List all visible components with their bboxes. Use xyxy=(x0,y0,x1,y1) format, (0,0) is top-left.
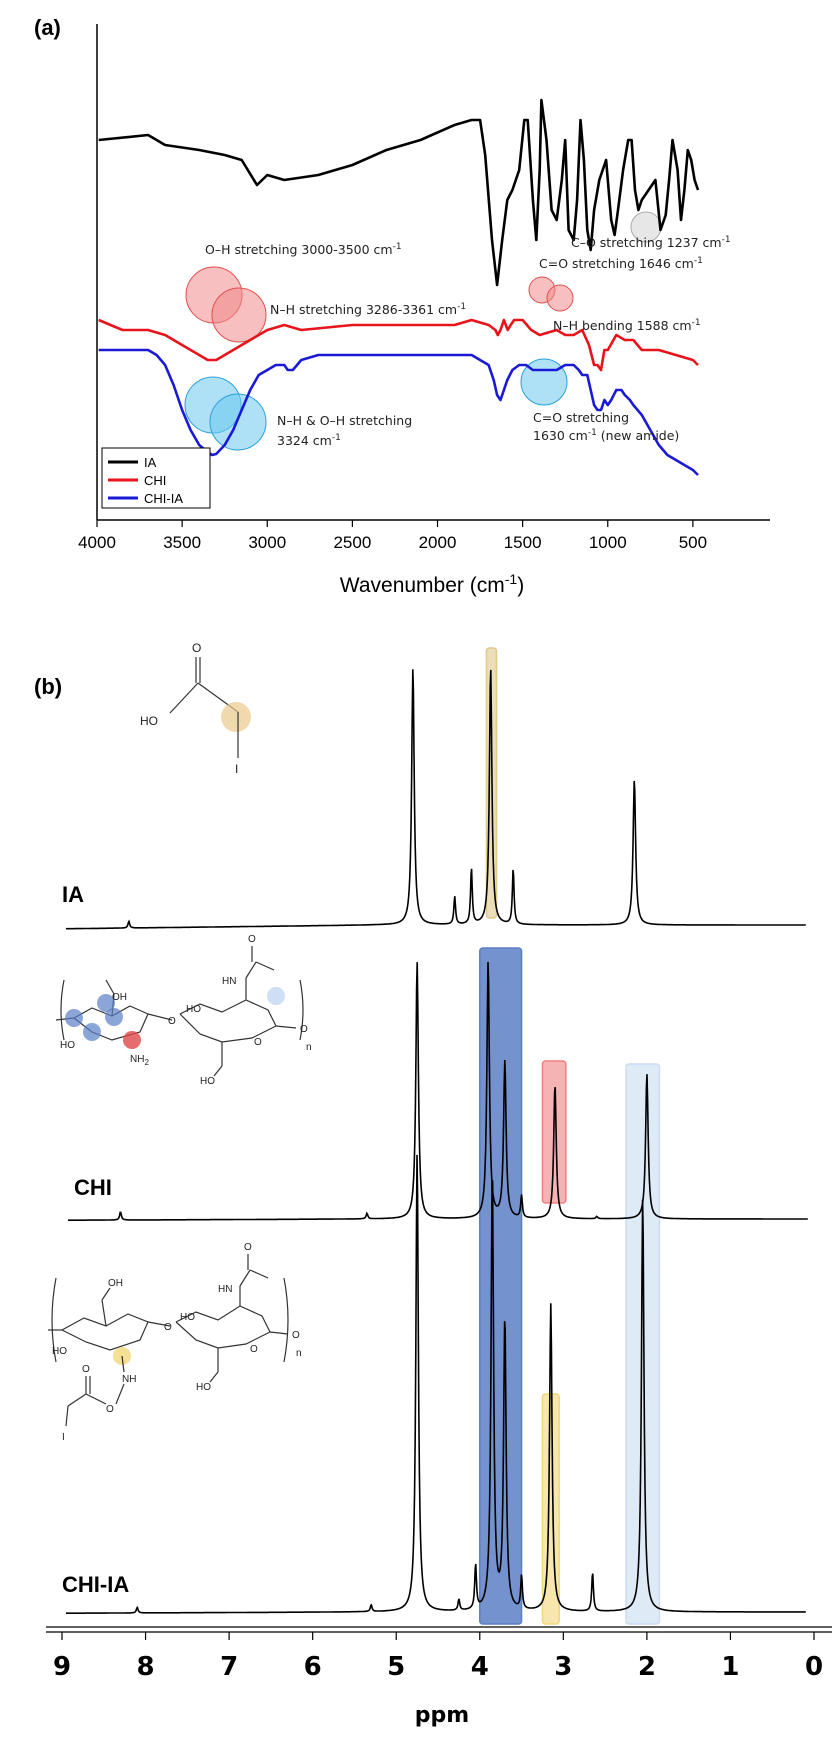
ftir-series-chi xyxy=(98,318,699,372)
nmr-label-chi-ia: CHI-IA xyxy=(62,1572,129,1597)
chiia-hn-label: HN xyxy=(218,1284,232,1295)
annotation-nh-bend: N–H bending 1588 cm-1 xyxy=(553,318,701,333)
chi-nh2-label: NH2 xyxy=(130,1054,149,1067)
chiia-n-label: n xyxy=(296,1348,302,1359)
chi-ia-structure: HO OH NH O O I O HO HN O HO O O n xyxy=(48,1242,302,1443)
chiia-o-link-label: O xyxy=(106,1404,114,1415)
nmr-tick-label: 8 xyxy=(137,1652,155,1682)
legend-label-ia: IA xyxy=(144,455,157,470)
ftir-annotations: O–H stretching 3000-3500 cm-1 N–H stretc… xyxy=(205,235,731,448)
ftir-panel: (a) 4000 3500 3000 2500 2000 1500 1000 500 Wave… xyxy=(34,15,770,597)
ftir-tick-label: 2500 xyxy=(333,533,371,552)
chi-ring-o-label: O xyxy=(254,1037,262,1048)
nmr-label-chi: CHI xyxy=(74,1175,112,1200)
chi-structure: OH HO NH2 O HO HN O HO O O n xyxy=(55,934,312,1087)
chi-ho2-label: HO xyxy=(186,1004,201,1015)
ftir-highlight-circles xyxy=(184,211,662,451)
chiia-acetyl-o-label: O xyxy=(244,1242,252,1253)
nmr-x-ticks: 9 8 7 6 5 4 3 2 1 0 xyxy=(53,1632,823,1682)
ftir-tick-label: 3500 xyxy=(163,533,201,552)
chiia-nh-label: NH xyxy=(122,1374,136,1385)
ia-ho-label: HO xyxy=(140,714,158,728)
nh-bend-circle xyxy=(546,284,574,312)
panel-b-label: (b) xyxy=(34,674,62,699)
chi-ho-label: HO xyxy=(60,1040,75,1051)
nmr-highlight-band xyxy=(625,1063,661,1625)
nmr-label-ia: IA xyxy=(62,882,84,907)
chi-hn-label: HN xyxy=(222,976,236,987)
ia-ch2-highlight xyxy=(221,702,251,732)
chi-end-o-label: O xyxy=(300,1024,308,1035)
annotation-nh-stretch: N–H stretching 3286-3361 cm-1 xyxy=(270,302,466,317)
ia-i-label: I xyxy=(235,762,238,776)
chiia-i-label: I xyxy=(62,1432,65,1443)
nmr-tick-label: 3 xyxy=(554,1652,572,1682)
annotation-c-eq-o-stretch: C=O stretching 1646 cm-1 xyxy=(539,256,703,271)
ftir-tick-label: 500 xyxy=(679,533,707,552)
legend-label-chi: CHI xyxy=(144,473,166,488)
chiia-carbonyl-o-label: O xyxy=(82,1364,90,1375)
annotation-nh-oh-stretch: N–H & O–H stretching xyxy=(277,413,412,428)
annotation-amide-wavenumber: 1630 cm-1 (new amide) xyxy=(533,428,679,443)
chiia-oh-label: OH xyxy=(108,1278,123,1289)
nmr-tick-label: 9 xyxy=(53,1652,71,1682)
nh-stretch-circle xyxy=(211,287,267,343)
chi-o-link-label: O xyxy=(168,1016,176,1027)
ftir-series-chi-ia xyxy=(98,348,699,476)
nmr-tick-label: 7 xyxy=(220,1652,238,1682)
chiia-o-bridge-label: O xyxy=(164,1322,172,1333)
ftir-tick-label: 2000 xyxy=(419,533,457,552)
nmr-series-chi xyxy=(68,961,808,1221)
nmr-tick-label: 6 xyxy=(304,1652,322,1682)
nmr-tick-label: 2 xyxy=(638,1652,656,1682)
ftir-tick-label: 1500 xyxy=(504,533,542,552)
annotation-co-stretch: C–O stretching 1237 cm-1 xyxy=(571,235,731,250)
chiia-ring-o-label: O xyxy=(250,1344,258,1355)
chiia-ho3-label: HO xyxy=(196,1382,211,1393)
panel-a-label: (a) xyxy=(34,15,61,40)
nmr-series xyxy=(65,669,808,1614)
ftir-tick-label: 1000 xyxy=(589,533,627,552)
nmr-series-chi-ia xyxy=(66,1154,806,1614)
chi-ho3-label: HO xyxy=(200,1076,215,1087)
ftir-tick-label: 4000 xyxy=(78,533,116,552)
chi-oh-label: OH xyxy=(112,992,127,1003)
ftir-x-axis-label: Wavenumber (cm-1) xyxy=(340,571,524,597)
ftir-series-ia xyxy=(98,98,700,287)
chiia-ho-label: HO xyxy=(52,1346,67,1357)
nmr-series-ia xyxy=(65,669,806,930)
ia-o-label: O xyxy=(192,641,201,655)
nmr-highlight-band xyxy=(479,947,523,1625)
nmr-x-axis-label: ppm xyxy=(415,1703,469,1728)
chiia-ho2-label: HO xyxy=(180,1312,195,1323)
ftir-tick-label: 3000 xyxy=(248,533,286,552)
nmr-tick-label: 5 xyxy=(387,1652,405,1682)
legend-label-chi-ia: CHI-IA xyxy=(144,491,183,506)
annotation-oh-stretch: O–H stretching 3000-3500 cm-1 xyxy=(205,242,402,257)
ftir-legend: IA CHI CHI-IA xyxy=(101,447,211,509)
ftir-x-ticks: 4000 3500 3000 2500 2000 1500 1000 500 xyxy=(78,520,707,552)
annotation-nh-oh-wavenumber: 3324 cm-1 xyxy=(277,433,341,448)
nmr-tick-label: 1 xyxy=(721,1652,739,1682)
ia-structure: O HO I xyxy=(140,641,251,776)
nmr-tick-label: 4 xyxy=(471,1652,489,1682)
nmr-tick-label: 0 xyxy=(805,1652,823,1682)
chiia-end-o-label: O xyxy=(292,1330,300,1341)
nmr-panel: (b) IA CHI CHI-IA 9 8 7 6 5 4 3 2 1 0 ppm O HO I xyxy=(34,641,832,1728)
chi-carbonyl-o-label: O xyxy=(248,934,256,945)
chi-n-label: n xyxy=(306,1042,312,1053)
ftir-series xyxy=(98,98,700,476)
annotation-amide-stretch: C=O stretching xyxy=(533,410,629,425)
